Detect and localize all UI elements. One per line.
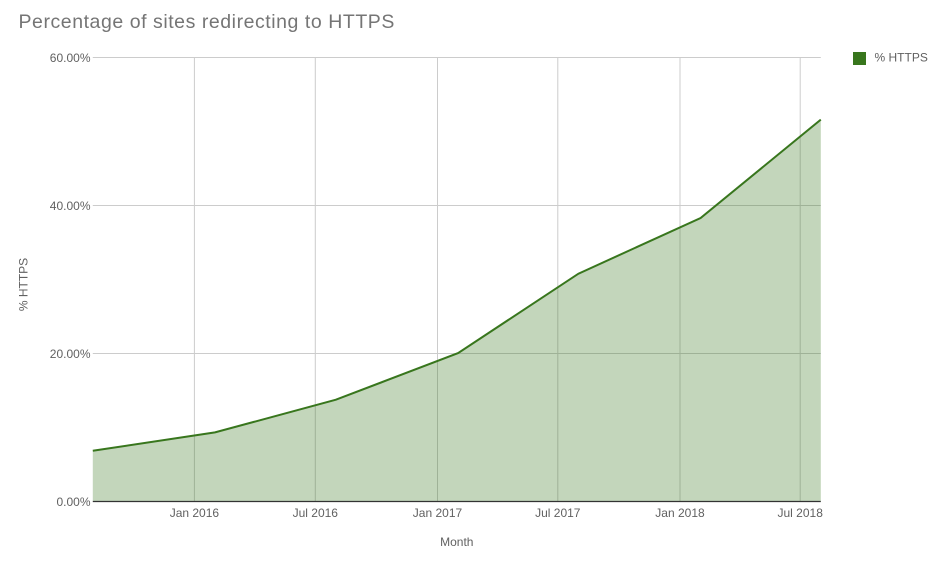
svg-text:60.00%: 60.00% xyxy=(50,51,91,65)
svg-text:Month: Month xyxy=(440,535,473,549)
svg-text:% HTTPS: % HTTPS xyxy=(17,258,31,311)
svg-text:Jul 2016: Jul 2016 xyxy=(293,506,339,520)
svg-text:Jan 2016: Jan 2016 xyxy=(170,506,220,520)
svg-text:0.00%: 0.00% xyxy=(56,495,90,509)
svg-text:% HTTPS: % HTTPS xyxy=(875,51,928,65)
svg-text:Jul 2017: Jul 2017 xyxy=(535,506,581,520)
svg-text:Percentage of sites redirectin: Percentage of sites redirecting to HTTPS xyxy=(19,11,395,33)
svg-text:Jan 2017: Jan 2017 xyxy=(413,506,463,520)
svg-text:40.00%: 40.00% xyxy=(50,199,91,213)
svg-text:Jul 2018: Jul 2018 xyxy=(778,506,824,520)
svg-text:Jan 2018: Jan 2018 xyxy=(655,506,705,520)
svg-text:20.00%: 20.00% xyxy=(50,347,91,361)
